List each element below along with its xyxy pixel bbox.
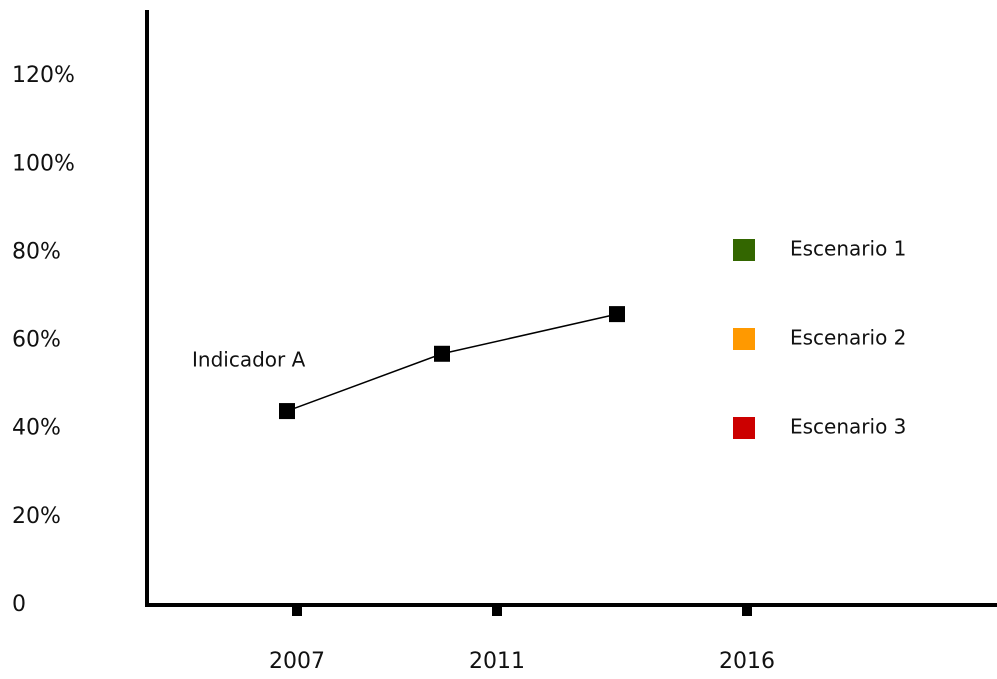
x-tick-label: 2007 <box>269 649 325 674</box>
y-tick-label: 60% <box>12 328 61 353</box>
series-label: Indicador A <box>192 348 306 372</box>
legend-label: Escenario 1 <box>790 237 906 261</box>
legend-label: Escenario 2 <box>790 326 906 350</box>
y-tick-label: 120% <box>12 63 75 88</box>
x-tick <box>492 605 502 616</box>
line <box>286 313 618 412</box>
y-tick-label: 100% <box>12 151 75 176</box>
legend-swatch <box>733 239 755 261</box>
legend-swatch <box>733 417 755 439</box>
marker <box>434 345 450 362</box>
y-tick-label: 0 <box>12 592 26 617</box>
legend-label: Escenario 3 <box>790 415 906 439</box>
x-tick-label: 2011 <box>469 649 525 674</box>
x-tick <box>742 605 752 616</box>
legend-swatch <box>733 328 755 350</box>
marker <box>609 306 625 323</box>
y-tick-label: 80% <box>12 239 61 264</box>
x-tick-label: 2016 <box>719 649 775 674</box>
x-tick <box>292 605 302 616</box>
marker <box>279 403 295 420</box>
y-tick-label: 40% <box>12 416 61 441</box>
y-tick-label: 20% <box>12 504 61 529</box>
